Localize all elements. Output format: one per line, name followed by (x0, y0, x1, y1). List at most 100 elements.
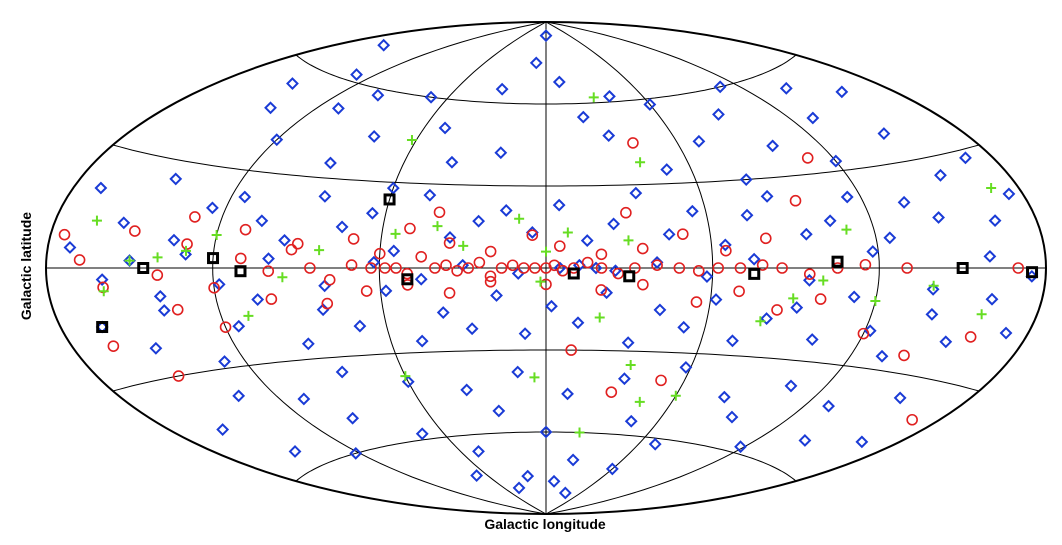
diamond-point (760, 312, 773, 325)
plus-point (574, 427, 585, 438)
diamond-point (897, 195, 911, 209)
diamond-point (297, 392, 311, 406)
plus-point (634, 396, 645, 407)
diamond-point (726, 334, 739, 348)
square-point (137, 262, 150, 274)
plus-point (277, 272, 288, 283)
plus-point (243, 310, 254, 321)
diamond-point (739, 173, 753, 186)
diamond-point (167, 233, 181, 247)
diamond-point (883, 231, 897, 245)
diamond-point (149, 341, 163, 355)
circle-point (365, 262, 377, 274)
plus-point (670, 390, 681, 401)
circle-point (898, 349, 910, 362)
diamond-point (216, 423, 230, 436)
diamond-point (999, 326, 1013, 340)
diamond-point (784, 379, 798, 393)
diamond-point (747, 252, 761, 266)
diamond-point (255, 214, 269, 228)
diamond-point (386, 181, 400, 195)
diamond-point (660, 163, 674, 176)
diamond-point (988, 214, 1002, 228)
square-point (207, 252, 220, 265)
circle-point (451, 264, 463, 277)
diamond-point (494, 146, 508, 160)
circle-point (712, 262, 725, 274)
diamond-point (335, 220, 349, 234)
circle-point (390, 262, 402, 274)
circle-point (291, 237, 304, 250)
plus-point (152, 252, 163, 263)
diamond-point (603, 89, 616, 103)
circle-point (771, 304, 783, 316)
diamond-point (94, 181, 108, 195)
diamond-point (602, 129, 616, 143)
square-point (623, 270, 636, 283)
diamond-point (443, 231, 457, 244)
circle-point (473, 256, 486, 269)
circle-point (239, 223, 252, 236)
plus-point (406, 134, 417, 145)
square-point (96, 321, 109, 334)
diamond-point (472, 444, 485, 458)
circle-point (440, 259, 452, 272)
diamond-point (415, 334, 429, 348)
plus-point (98, 286, 109, 297)
diamond-point (653, 303, 667, 317)
diamond-point (379, 284, 393, 298)
diamond-point (547, 474, 561, 488)
diamond-point (465, 322, 479, 336)
diamond-point (740, 208, 754, 222)
diamond-point (387, 244, 401, 258)
coordinate-grid (46, 21, 1046, 515)
circle-point (906, 413, 918, 426)
circle-point (360, 285, 373, 297)
diamond-point (866, 245, 880, 259)
diamond-point (823, 214, 837, 228)
diamond-point (153, 289, 167, 303)
diamond-point (511, 365, 525, 379)
circle-point (506, 259, 519, 272)
diamond-point (423, 188, 437, 202)
diamond-point (805, 333, 819, 346)
diamond-point (472, 214, 486, 228)
circle-point (517, 262, 530, 274)
circle-point (595, 262, 608, 274)
diamond-point (346, 411, 360, 425)
circle-point (323, 274, 336, 286)
diamond-point (205, 201, 219, 215)
circle-point (171, 303, 184, 316)
plus-point (529, 372, 540, 383)
diamond-point (218, 355, 231, 368)
circle-point (495, 262, 508, 274)
diamond-point (629, 186, 643, 200)
plus-point (562, 227, 573, 238)
circle-point (234, 252, 247, 265)
plus-point (432, 221, 443, 232)
circle-point (262, 265, 275, 277)
y-axis-label: Galactic latitude (18, 211, 34, 321)
diamond-point (460, 383, 474, 397)
plus-point (788, 293, 799, 304)
circle-point (637, 278, 649, 291)
circle-point (734, 262, 747, 274)
diamond-point (529, 56, 543, 70)
plus-point (180, 245, 191, 256)
diamond-point (262, 252, 275, 266)
circle-point (73, 254, 86, 266)
circle-point (219, 321, 232, 333)
circle-point (901, 262, 913, 274)
circle-point (345, 259, 358, 271)
plus-point (588, 92, 599, 103)
square-point (748, 267, 761, 280)
circle-point (404, 222, 416, 235)
diamond-point (709, 293, 723, 306)
diamond-point (377, 38, 391, 52)
diamond-point (157, 304, 171, 317)
circle-point (803, 268, 816, 280)
circle-point (443, 237, 456, 249)
diamond-point (790, 301, 804, 315)
circle-point (760, 232, 772, 245)
